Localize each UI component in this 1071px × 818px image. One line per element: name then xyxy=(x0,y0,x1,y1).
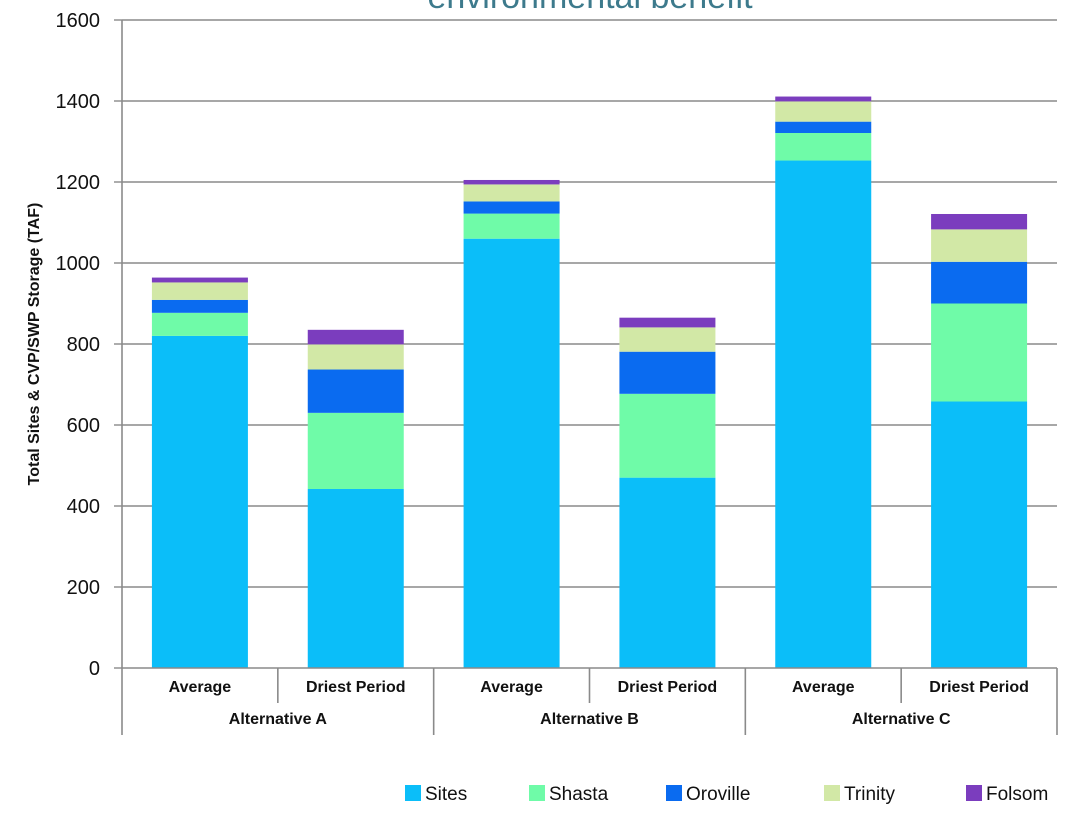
bar-segment-sites xyxy=(307,488,404,668)
x-group-label: Alternative B xyxy=(540,711,639,728)
x-category-label: Average xyxy=(792,679,855,696)
y-tick-label: 400 xyxy=(67,496,100,518)
x-category-label: Average xyxy=(480,679,543,696)
x-group-label: Alternative A xyxy=(229,711,328,728)
legend-label: Folsom xyxy=(986,784,1048,805)
legend-label: Trinity xyxy=(844,784,896,805)
bar-segment-trinity xyxy=(151,282,248,300)
gridlines xyxy=(114,19,1057,669)
bar-stack-3 xyxy=(619,317,716,668)
bar-segment-trinity xyxy=(931,229,1028,262)
bars xyxy=(151,96,1028,668)
y-tick-label: 0 xyxy=(89,658,100,680)
x-category-label: Average xyxy=(169,679,232,696)
bar-stack-2 xyxy=(463,179,560,668)
legend-swatch xyxy=(529,785,545,801)
bar-segment-sites xyxy=(151,335,248,668)
bar-segment-trinity xyxy=(775,101,872,122)
bar-stack-1 xyxy=(307,329,404,668)
bar-segment-oroville xyxy=(307,369,404,413)
bar-segment-oroville xyxy=(775,121,872,133)
y-tick-label: 1000 xyxy=(56,253,101,275)
legend[interactable]: Sites Shasta Oroville Trinity Folsom xyxy=(405,784,1048,805)
bar-segment-shasta xyxy=(931,303,1028,402)
y-tick-label: 1600 xyxy=(56,10,101,32)
x-group-label: Alternative C xyxy=(852,711,951,728)
bar-segment-folsom xyxy=(775,96,872,102)
bar-segment-shasta xyxy=(463,213,560,239)
bar-segment-sites xyxy=(619,477,716,668)
bar-segment-folsom xyxy=(619,317,716,328)
bar-stack-4 xyxy=(775,96,872,668)
bar-segment-trinity xyxy=(619,327,716,352)
x-category-labels: Average Driest Period Average Driest Period… xyxy=(169,679,1029,728)
legend-label: Shasta xyxy=(549,784,609,805)
x-category-label: Driest Period xyxy=(618,679,718,696)
bar-segment-sites xyxy=(931,401,1028,668)
bar-segment-shasta xyxy=(619,393,716,478)
bar-segment-shasta xyxy=(151,312,248,336)
bar-segment-oroville xyxy=(619,351,716,394)
legend-swatch xyxy=(966,785,982,801)
legend-item-trinity[interactable]: Trinity xyxy=(824,784,896,805)
bar-segment-folsom xyxy=(463,179,560,185)
legend-label: Oroville xyxy=(686,784,750,805)
bar-stack-5 xyxy=(931,213,1028,668)
x-category-label: Driest Period xyxy=(929,679,1029,696)
legend-swatch xyxy=(405,785,421,801)
y-tick-label: 600 xyxy=(67,415,100,437)
axes xyxy=(121,20,1058,735)
y-tick-labels: 0 200 400 600 800 1000 1200 1400 1600 xyxy=(56,10,101,680)
legend-swatch xyxy=(666,785,682,801)
bar-segment-shasta xyxy=(307,412,404,489)
y-tick-label: 1200 xyxy=(56,172,101,194)
bar-segment-oroville xyxy=(931,261,1028,304)
legend-item-oroville[interactable]: Oroville xyxy=(666,784,750,805)
bar-stack-0 xyxy=(151,277,248,668)
y-tick-label: 200 xyxy=(67,577,100,599)
bar-segment-trinity xyxy=(307,344,404,370)
bar-segment-sites xyxy=(775,160,872,668)
y-tick-label: 1400 xyxy=(56,91,101,113)
bar-segment-oroville xyxy=(151,299,248,313)
bar-segment-folsom xyxy=(931,213,1028,230)
bar-segment-oroville xyxy=(463,201,560,214)
bar-segment-folsom xyxy=(151,277,248,283)
bar-segment-trinity xyxy=(463,184,560,202)
y-axis-label: Total Sites & CVP/SWP Storage (TAF) xyxy=(26,203,43,486)
bar-segment-shasta xyxy=(775,132,872,161)
legend-item-shasta[interactable]: Shasta xyxy=(529,784,609,805)
bar-segment-sites xyxy=(463,238,560,668)
bar-segment-folsom xyxy=(307,329,404,345)
x-category-label: Driest Period xyxy=(306,679,406,696)
legend-item-folsom[interactable]: Folsom xyxy=(966,784,1048,805)
legend-label: Sites xyxy=(425,784,467,805)
legend-item-sites[interactable]: Sites xyxy=(405,784,467,805)
chart-title: environmental benefit xyxy=(427,0,753,16)
legend-swatch xyxy=(824,785,840,801)
y-tick-label: 800 xyxy=(67,334,100,356)
